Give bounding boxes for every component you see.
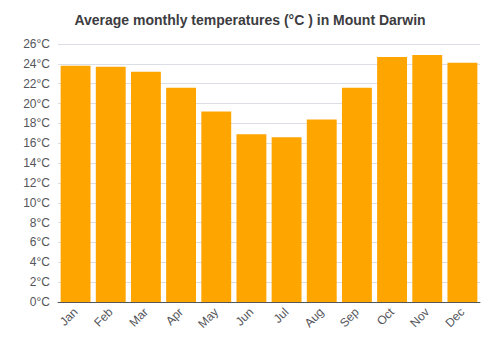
svg-text:May: May — [195, 305, 221, 331]
svg-text:Oct: Oct — [374, 305, 398, 329]
svg-text:16°C: 16°C — [23, 136, 50, 150]
svg-text:0°C: 0°C — [30, 295, 50, 309]
svg-text:Feb: Feb — [91, 305, 116, 330]
svg-text:2°C: 2°C — [30, 275, 50, 289]
svg-text:26°C: 26°C — [23, 37, 50, 51]
svg-text:24°C: 24°C — [23, 57, 50, 71]
svg-text:Jun: Jun — [233, 305, 257, 329]
svg-text:Dec: Dec — [442, 305, 467, 330]
svg-text:18°C: 18°C — [23, 116, 50, 130]
svg-text:4°C: 4°C — [30, 255, 50, 269]
svg-text:Nov: Nov — [407, 305, 432, 330]
svg-text:8°C: 8°C — [30, 216, 50, 230]
svg-text:Sep: Sep — [337, 305, 362, 330]
svg-text:Mar: Mar — [126, 305, 151, 329]
svg-text:Jan: Jan — [57, 305, 81, 329]
svg-text:Aug: Aug — [302, 305, 327, 330]
svg-text:14°C: 14°C — [23, 156, 50, 170]
svg-text:Jul: Jul — [271, 305, 292, 326]
svg-text:20°C: 20°C — [23, 97, 50, 111]
svg-text:6°C: 6°C — [30, 235, 50, 249]
svg-text:Apr: Apr — [163, 305, 186, 328]
svg-text:10°C: 10°C — [23, 196, 50, 210]
svg-text:12°C: 12°C — [23, 176, 50, 190]
svg-text:22°C: 22°C — [23, 77, 50, 91]
svg-text:Average monthly temperatures (: Average monthly temperatures (°C ) in Mo… — [74, 12, 425, 28]
